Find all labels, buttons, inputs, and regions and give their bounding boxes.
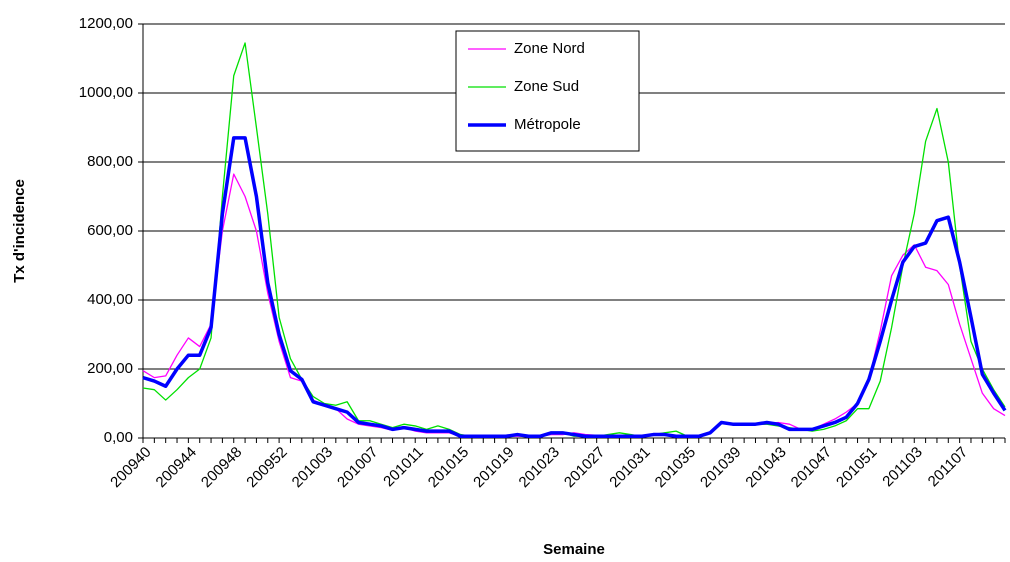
x-tick-label: 201043	[742, 444, 789, 491]
x-tick-label: 201047	[788, 444, 835, 491]
x-tick-label: 200940	[107, 444, 154, 491]
x-tick-label: 200944	[153, 444, 200, 491]
y-tick-label: 0,00	[104, 429, 133, 446]
x-axis-title: Semaine	[543, 541, 605, 558]
x-tick-label: 201019	[470, 444, 517, 491]
y-tick-label: 1200,00	[79, 15, 133, 32]
x-tick-label: 201023	[516, 444, 563, 491]
y-tick-label: 1000,00	[79, 84, 133, 101]
y-tick-label: 800,00	[87, 153, 133, 170]
x-tick-label: 201103	[879, 444, 926, 491]
y-tick-label: 400,00	[87, 291, 133, 308]
x-tick-label: 201035	[652, 444, 699, 491]
x-tick-label: 201051	[833, 444, 880, 491]
x-tick-label: 201039	[697, 444, 744, 491]
x-tick-label: 201003	[289, 444, 336, 491]
x-tick-label: 201031	[606, 444, 653, 491]
x-tick-label: 201015	[425, 444, 472, 491]
x-tick-label: 201007	[334, 444, 381, 491]
legend-label: Métropole	[514, 116, 581, 133]
legend-box	[455, 30, 640, 152]
legend-label: Zone Sud	[514, 78, 579, 95]
x-tick-label: 201107	[925, 444, 972, 491]
y-tick-label: 200,00	[87, 360, 133, 377]
legend-label: Zone Nord	[514, 40, 585, 57]
x-tick-label: 200952	[243, 444, 290, 491]
y-axis-title: Tx d'incidence	[11, 179, 28, 283]
y-tick-label: 600,00	[87, 222, 133, 239]
series-line	[142, 136, 1007, 439]
x-tick-label: 200948	[198, 444, 245, 491]
x-tick-label: 201027	[561, 444, 608, 491]
x-tick-label: 201011	[380, 444, 427, 491]
